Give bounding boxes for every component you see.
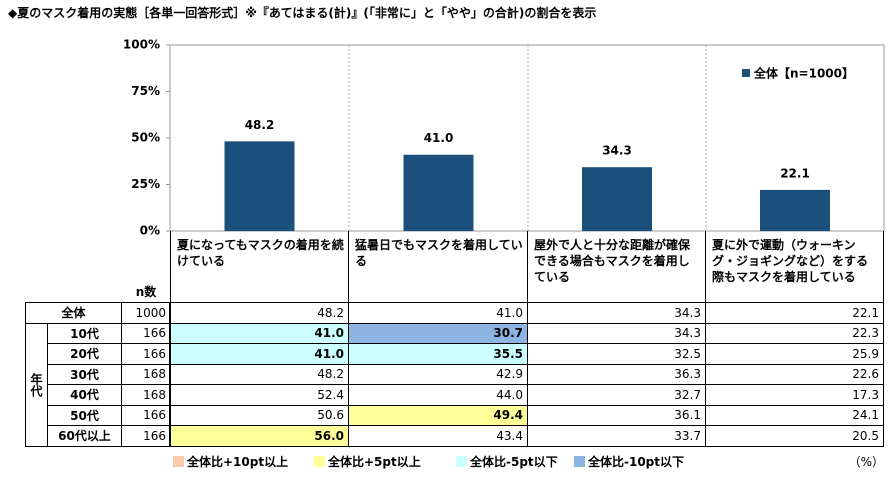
table-cell: 32.7 [528,385,706,406]
table-cell: 48.2 [170,303,349,324]
legend-swatch [742,69,750,77]
table-cell: 17.3 [706,385,884,406]
n-value: 166 [122,405,170,426]
category-label: 夏になってもマスクの着用を続けている [170,231,349,303]
row-label: 40代 [48,385,122,406]
chart-title: ◆夏のマスク着用の実態［各単一回答形式］※『あてはまる(計)』(「非常に」と「や… [8,6,597,20]
n-value: 168 [122,385,170,406]
highlight-label: 全体比+5pt以上 [328,455,421,469]
category-label: 屋外で人と十分な距離が確保できる場合もマスクを着用している [528,231,706,303]
row-label: 10代 [48,323,122,344]
value-label: 22.1 [780,166,810,180]
legend-label: 全体【n=1000】 [753,66,854,81]
table-cell: 36.1 [528,405,706,426]
bar [582,167,652,231]
table-cell: 20.5 [706,426,884,447]
bar [403,154,474,231]
row-label: 60代以上 [48,426,122,447]
highlight-swatch [173,456,184,467]
table-cell: 30.7 [349,323,528,344]
table-cell: 50.6 [170,405,349,426]
bar [224,141,295,231]
table-cell: 32.5 [528,344,706,365]
table-cell: 24.1 [706,405,884,426]
table-cell: 41.0 [170,344,349,365]
highlight-swatch [456,456,467,467]
category-label: 夏に外で運動（ウォーキング・ジョギングなど）をする際もマスクを着用している [706,231,884,303]
highlight-swatch [574,456,585,467]
highlight-label: 全体比-5pt以下 [470,455,558,469]
table-cell: 41.0 [349,303,528,324]
n-value: 166 [122,323,170,344]
table-cell: 41.0 [170,323,349,344]
n-value: 168 [122,364,170,385]
table-cell: 35.5 [349,344,528,365]
row-label: 20代 [48,344,122,365]
row-label: 30代 [48,364,122,385]
n-header: n数 [135,285,157,299]
table-cell: 22.1 [706,303,884,324]
table-cell: 33.7 [528,426,706,447]
table-cell: 52.4 [170,385,349,406]
table-top-border [25,302,884,303]
y-tick-label: 75% [131,84,160,98]
row-label: 50代 [48,405,122,426]
table-cell: 25.9 [706,344,884,365]
table-cell: 44.0 [349,385,528,406]
table-cell: 48.2 [170,364,349,385]
y-tick-label: 25% [131,177,160,191]
table-cell: 56.0 [170,426,349,447]
y-tick-label: 100% [123,38,160,52]
row-label: 全体 [25,303,122,324]
table-cell: 34.3 [528,303,706,324]
category-label: 猛暑日でもマスクを着用している [349,231,528,303]
n-value: 166 [122,344,170,365]
table-cell: 42.9 [349,364,528,385]
unit-label: （%） [848,455,884,469]
table-cell: 34.3 [528,323,706,344]
highlight-label: 全体比+10pt以上 [187,455,289,469]
y-tick-label: 0% [140,224,160,238]
table-cell: 22.3 [706,323,884,344]
y-tick-label: 50% [131,131,160,145]
highlight-swatch [314,456,325,467]
value-label: 34.3 [602,144,632,158]
table-cell: 43.4 [349,426,528,447]
table-cell: 22.6 [706,364,884,385]
table-cell: 49.4 [349,405,528,426]
value-label: 48.2 [245,118,275,132]
n-value: 1000 [122,303,170,324]
n-value: 166 [122,426,170,447]
group-label: 年代 [25,323,48,447]
bar [760,189,830,231]
table-cell: 36.3 [528,364,706,385]
value-label: 41.0 [424,131,454,145]
highlight-label: 全体比-10pt以下 [588,455,685,469]
